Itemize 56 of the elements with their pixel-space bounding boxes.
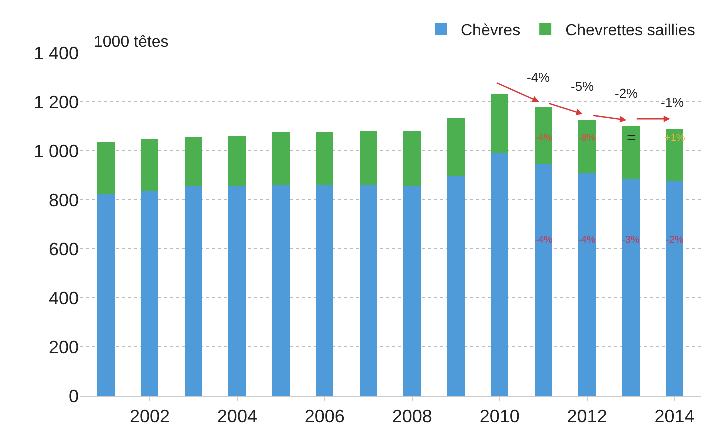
bar (404, 186, 422, 396)
x-tick-label: 2008 (392, 406, 432, 427)
y-axis-title: 1000 têtes (94, 34, 169, 51)
y-tick-label: 0 (68, 386, 79, 406)
bar (184, 186, 202, 396)
y-tick-label: 1 200 (34, 92, 79, 112)
x-tick-label: 2002 (130, 406, 170, 427)
bar (272, 185, 290, 396)
bar (141, 138, 159, 192)
bar (97, 142, 115, 194)
bar (447, 176, 465, 396)
x-tick-label: 2014 (654, 406, 695, 427)
bar (666, 182, 684, 396)
bar (228, 136, 246, 187)
y-tick-label: 1 400 (34, 43, 79, 64)
bar (491, 94, 509, 154)
bar (534, 164, 552, 396)
annotation: -4% (535, 133, 553, 144)
bar (491, 153, 509, 396)
annotation: -5% (571, 79, 595, 94)
bar (404, 131, 422, 187)
annotation: = (627, 130, 636, 147)
bar (97, 194, 115, 396)
annotation: -2% (666, 235, 684, 246)
annotation: -4% (578, 235, 596, 246)
bar (316, 185, 334, 396)
bar (447, 118, 465, 177)
bar (622, 126, 640, 180)
annotation: -4% (535, 235, 553, 246)
x-tick-label: 2004 (217, 406, 258, 427)
y-tick-label: 1 000 (34, 141, 79, 162)
bar (622, 179, 640, 396)
annotation: -1% (661, 95, 685, 110)
legend-label: Chèvres (461, 22, 521, 40)
x-tick-label: 2010 (480, 406, 520, 427)
bar (360, 131, 378, 186)
annotation: -2% (615, 86, 639, 101)
bar (272, 132, 290, 186)
annotation: -4% (527, 70, 551, 85)
annotation: -3% (622, 235, 640, 246)
y-tick-label: 200 (48, 337, 79, 358)
bar (578, 173, 596, 396)
bar (228, 186, 246, 396)
bar (578, 120, 596, 174)
annotation: -8% (578, 133, 596, 144)
bar (534, 106, 552, 164)
bar (316, 132, 334, 186)
legend-label: Chevrettes saillies (566, 22, 696, 40)
x-tick-label: 2012 (567, 406, 608, 427)
bar (184, 138, 202, 187)
y-tick-label: 800 (48, 190, 79, 210)
x-tick-label: 2006 (304, 406, 345, 427)
bar (141, 191, 159, 396)
bar (360, 185, 378, 396)
y-tick-label: 400 (48, 288, 79, 308)
y-tick-label: 600 (48, 239, 79, 260)
